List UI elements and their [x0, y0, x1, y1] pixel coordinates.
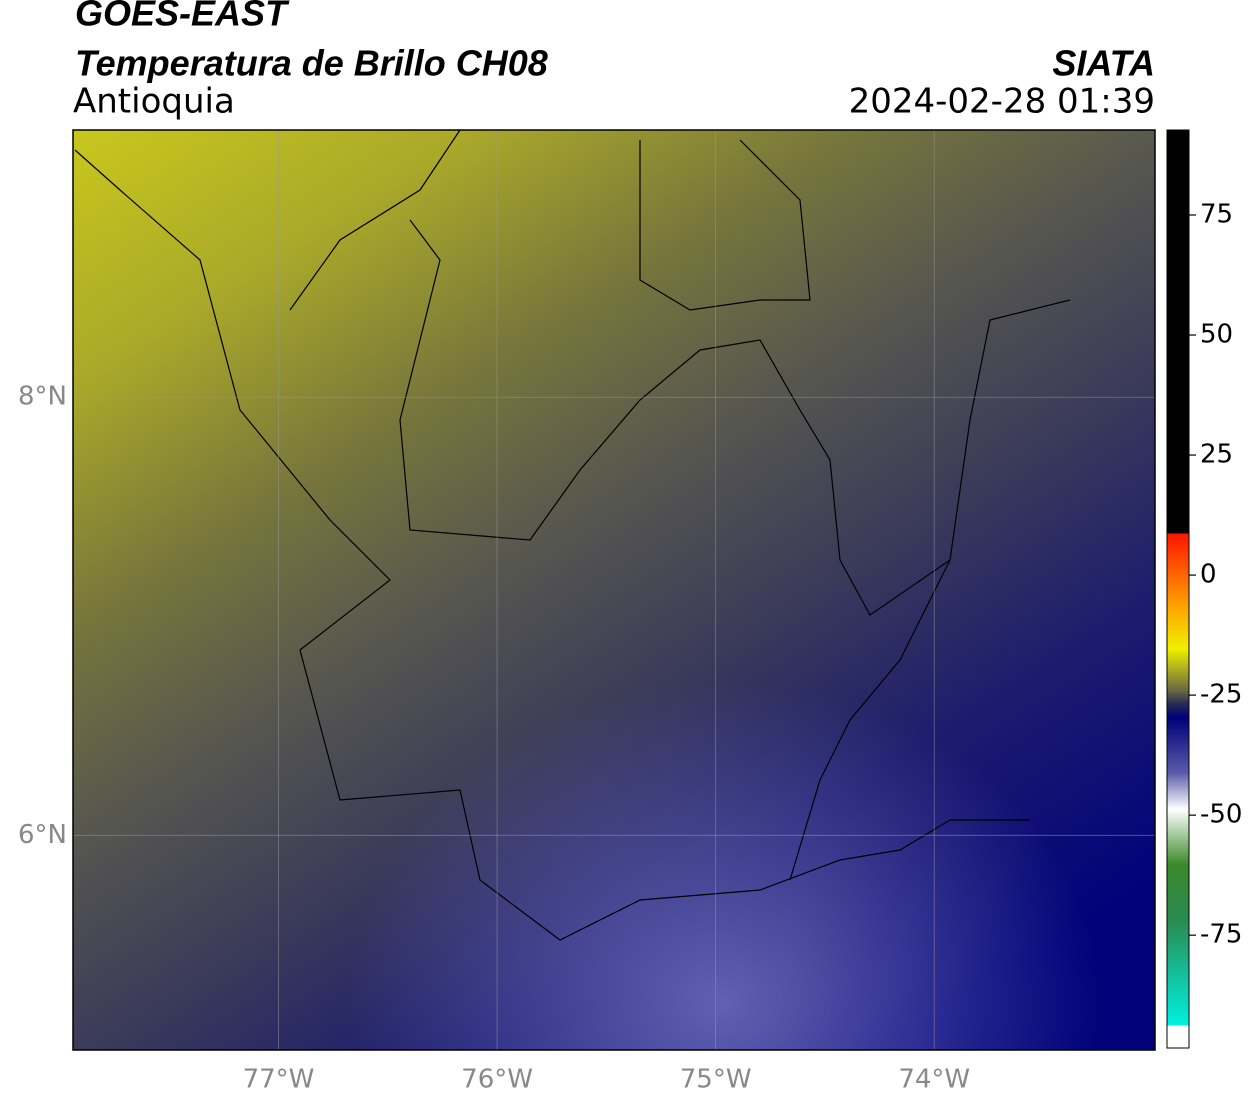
agency-label: SIATA	[1052, 43, 1155, 84]
x-tick-label: 74°W	[898, 1065, 970, 1095]
cold-cloud	[73, 130, 1155, 1050]
x-tick-label: 75°W	[680, 1065, 752, 1095]
x-tick-label: 77°W	[243, 1065, 315, 1095]
y-tick-label: 8°N	[18, 382, 67, 412]
colorbar-tick-label: -75	[1200, 920, 1242, 950]
satellite-title: GOES-EAST	[75, 0, 290, 34]
map-frame	[72, 129, 1156, 1051]
colorbar-tick-label: -50	[1200, 800, 1242, 830]
colorbar-tick-label: 50	[1200, 320, 1233, 350]
y-tick-label: 6°N	[18, 820, 67, 850]
colorbar-tick-label: 25	[1200, 440, 1233, 470]
x-tick-label: 76°W	[461, 1065, 533, 1095]
region-label: Antioquia	[73, 82, 235, 122]
product-title: Temperatura de Brillo CH08	[75, 43, 548, 84]
colorbar-tick-label: -25	[1200, 680, 1242, 710]
datetime-label: 2024-02-28 01:39	[849, 82, 1155, 122]
colorbar-tick-label: 75	[1200, 199, 1233, 229]
colorbar	[1166, 129, 1190, 1049]
colorbar-tick-label: 0	[1200, 560, 1217, 590]
boundaries	[74, 129, 1071, 941]
